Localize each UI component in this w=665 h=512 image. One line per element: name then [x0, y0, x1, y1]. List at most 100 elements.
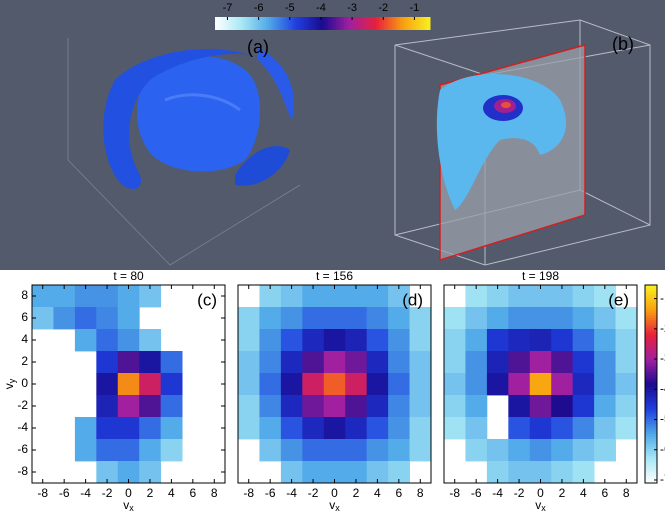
x-tick-label: 6 — [395, 486, 402, 500]
heatmap-cell — [508, 329, 531, 352]
heatmap-cell — [594, 329, 616, 352]
colorbar-strip — [645, 346, 657, 350]
colorbar-strip — [645, 455, 657, 459]
colorbar-strip — [392, 17, 396, 30]
x-tick-label: -8 — [243, 486, 254, 500]
heatmap-cell — [302, 439, 325, 462]
heatmap-cell — [139, 461, 162, 483]
colorbar-tick-label: -2 — [660, 321, 665, 335]
heatmap-cell — [74, 307, 97, 330]
heatmap-cell — [572, 439, 595, 462]
heatmap-cell — [508, 461, 531, 483]
x-axis-label-sub: x — [541, 503, 546, 512]
colorbar-strip — [645, 334, 657, 338]
heatmap-cell — [32, 285, 54, 308]
colorbar-strip — [416, 17, 420, 30]
colorbar-strip — [295, 17, 299, 30]
colorbar-strip — [239, 17, 243, 30]
heatmap-cell — [302, 395, 325, 418]
heatmap-cell — [572, 373, 595, 396]
heatmap-cell — [96, 417, 119, 440]
heatmap-cell — [345, 285, 368, 308]
heatmap-cell — [444, 329, 466, 352]
heatmap-cell — [551, 307, 574, 330]
colorbar-strip — [645, 433, 657, 437]
colorbar-strip — [645, 351, 657, 355]
heatmap-cell — [508, 439, 531, 462]
colorbar-strip — [645, 450, 657, 454]
colorbar-tick-label: -4 — [660, 381, 665, 395]
heatmap-cell — [323, 439, 346, 462]
heatmap-cell — [139, 395, 162, 418]
colorbar-strip — [276, 17, 280, 30]
heatmap-cell — [238, 417, 260, 440]
colorbar-strip — [645, 302, 657, 306]
heatmap-cell — [366, 373, 389, 396]
heatmap-cell — [465, 417, 488, 440]
heatmap-cell — [366, 329, 389, 352]
colorbar-strip — [384, 17, 388, 30]
colorbar-strip — [645, 453, 657, 457]
colorbar-strip — [645, 356, 657, 360]
heatmap-cell — [323, 351, 346, 374]
colorbar-strip — [403, 17, 407, 30]
colorbar-strip — [228, 17, 232, 30]
colorbar-tick-label: -3 — [660, 351, 665, 365]
heatmap-cell — [409, 351, 431, 374]
colorbar-tick-label: -1 — [410, 2, 420, 14]
heatmap-cell — [388, 373, 410, 396]
heatmap-cell — [96, 307, 119, 330]
y-tick-label: 0 — [21, 376, 28, 390]
x-tick-label: 8 — [623, 486, 630, 500]
heatmap-cell — [345, 439, 368, 462]
heatmap-cell — [388, 351, 410, 374]
heatmap-cell — [388, 461, 410, 483]
heatmap-cell — [529, 461, 552, 483]
heatmap-cell — [74, 417, 97, 440]
colorbar-strip — [421, 17, 426, 30]
x-tick-label: -6 — [59, 486, 70, 500]
colorbar-strip — [249, 17, 254, 30]
x-axis-label-sub: x — [129, 503, 134, 512]
colorbar-strip — [378, 17, 383, 30]
colorbar-strip — [325, 17, 329, 30]
heatmap-cell — [345, 373, 368, 396]
heatmap-cell — [615, 329, 637, 352]
heatmap-cell — [388, 285, 410, 308]
colorbar-strip — [255, 17, 259, 30]
panel-title: t = 156 — [316, 269, 353, 283]
panel-title: t = 80 — [113, 269, 144, 283]
x-tick-label: 0 — [537, 486, 544, 500]
heatmap-cell — [117, 461, 140, 483]
colorbar-strip — [645, 393, 657, 397]
volume-render — [394, 19, 651, 266]
heatmap-cell — [259, 439, 282, 462]
heatmap-cell — [74, 329, 97, 352]
heatmap-cell — [508, 351, 531, 374]
colorbar-strip — [645, 480, 657, 484]
colorbar-strip — [397, 17, 401, 30]
x-tick-label: 4 — [580, 486, 587, 500]
colorbar-strip — [354, 17, 358, 30]
colorbar-strip — [645, 435, 657, 439]
colorbar-strip — [645, 443, 657, 447]
colorbar-strip — [645, 344, 657, 348]
x-tick-label: 0 — [331, 486, 338, 500]
heatmap-cell — [259, 307, 282, 330]
heatmap-cell — [486, 373, 509, 396]
heatmap-cell — [32, 307, 54, 330]
x-tick-label: 4 — [374, 486, 381, 500]
x-tick-label: -2 — [514, 486, 525, 500]
heatmap-cell — [139, 439, 162, 462]
colorbar-strip — [349, 17, 353, 30]
heatmap-cell — [594, 417, 616, 440]
colorbar-strip — [645, 478, 657, 482]
colorbar-strip — [645, 374, 657, 378]
y-tick-label: -6 — [17, 442, 28, 456]
heatmap-cell — [572, 285, 595, 308]
heatmap-cell — [486, 461, 509, 483]
colorbar-strip — [645, 428, 657, 432]
isosurface-render — [67, 38, 301, 266]
colorbar-strip — [282, 17, 286, 30]
heatmap-cell — [615, 307, 637, 330]
